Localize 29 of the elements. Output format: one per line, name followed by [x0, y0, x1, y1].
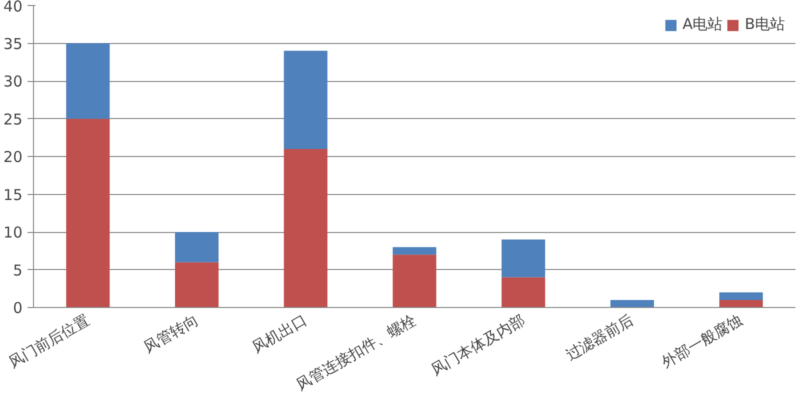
y-tick-label: 15 — [3, 186, 23, 204]
y-tick-label: 30 — [3, 72, 23, 90]
y-tick-label: 20 — [3, 148, 23, 166]
bar — [175, 262, 219, 308]
y-tick-label: 10 — [3, 224, 23, 242]
bar — [66, 118, 110, 308]
x-tick-label: 外部一般腐蚀 — [658, 310, 746, 372]
bar — [502, 240, 546, 278]
bar — [392, 247, 436, 255]
bar — [284, 148, 328, 308]
legend-label: B电站 — [744, 15, 785, 34]
legend-label: A电站 — [682, 15, 723, 34]
bar — [719, 292, 763, 300]
x-tick-label: 风管转向 — [140, 310, 202, 356]
bar — [66, 43, 110, 119]
y-tick-label: 5 — [12, 261, 23, 280]
y-tick-label: 40 — [3, 0, 23, 16]
bar — [610, 300, 654, 308]
x-tick-label: 风门本体及内部 — [428, 310, 528, 379]
bar — [284, 50, 328, 149]
x-tick-label: 过滤器前后 — [562, 310, 637, 364]
y-tick-label: 25 — [3, 110, 23, 128]
bar — [175, 232, 219, 262]
bar — [392, 254, 436, 308]
x-tick-label: 风机出口 — [249, 310, 310, 356]
y-tick-label: 0 — [12, 299, 23, 317]
y-tick-label: 35 — [3, 34, 23, 53]
bar — [502, 277, 546, 308]
bar — [719, 300, 763, 308]
